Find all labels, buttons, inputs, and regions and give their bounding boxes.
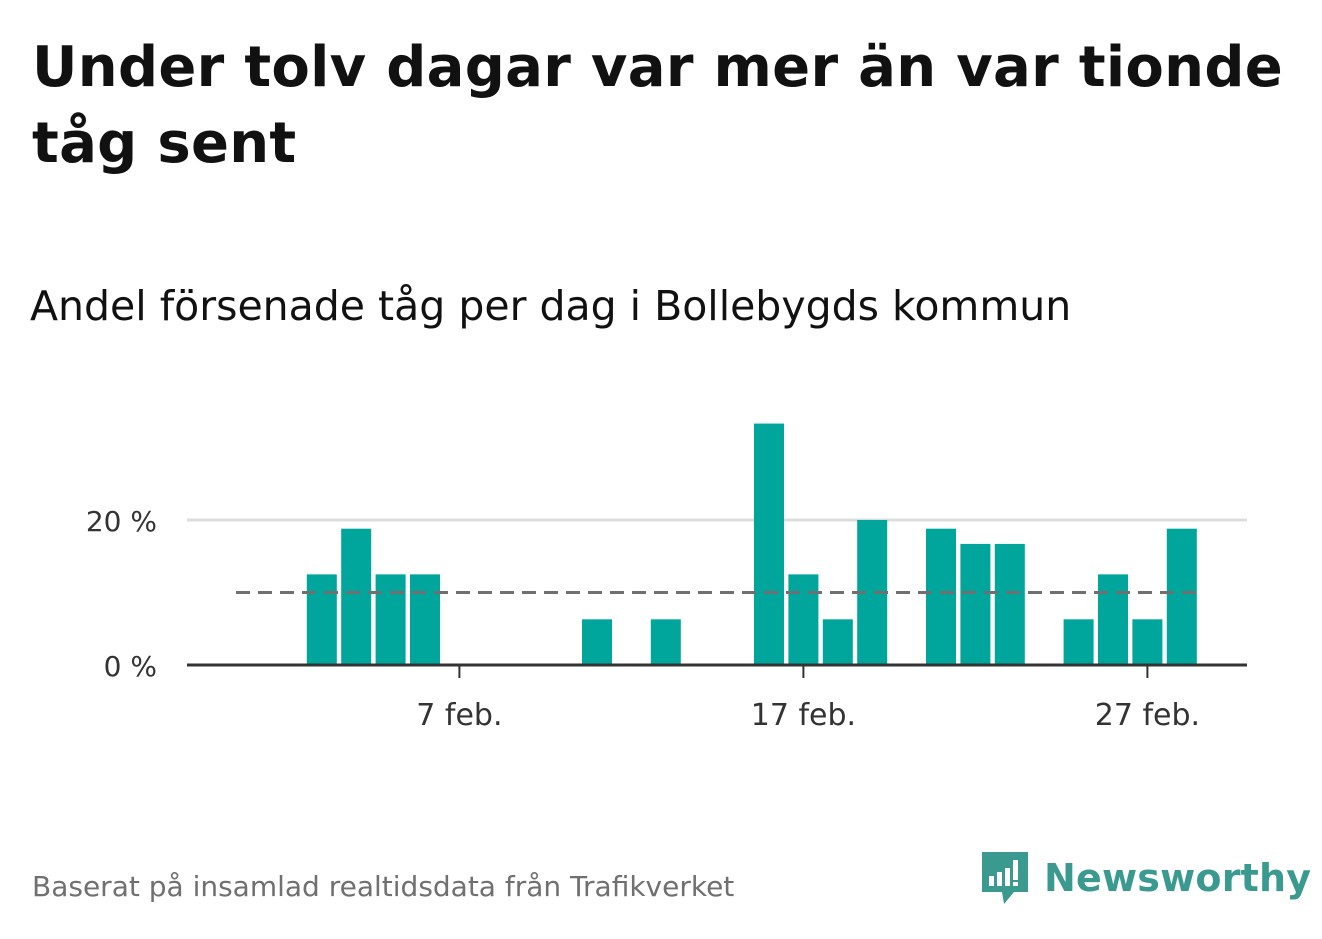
bar [306,574,337,665]
bar [788,574,819,665]
y-tick-label: 0 % [104,650,157,683]
bar [1166,528,1197,665]
axis-layer: 0 % 20 % 7 feb. 17 feb. 27 feb. [86,505,1247,733]
bar [410,574,440,665]
bar [650,619,681,665]
bar [926,528,956,665]
bar [582,619,612,665]
bar-chart: 0 % 20 % 7 feb. 17 feb. 27 feb. [86,423,1247,733]
bar [1063,619,1094,665]
brand[interactable]: Newsworthy [980,848,1311,908]
bar [341,528,372,665]
chart-title: Under tolv dagar var mer än var tionde t… [32,35,1284,176]
bar [994,543,1025,665]
chart-subtitle: Andel försenade tåg per dag i Bollebygds… [30,282,1072,330]
brand-name: Newsworthy [1044,856,1312,900]
y-tick-label: 20 % [86,505,157,538]
source-note: Baserat på insamlad realtidsdata från Tr… [32,870,735,903]
newsworthy-logo-icon [982,852,1028,904]
x-tick-label: 17 feb. [751,698,856,733]
bar [1098,574,1128,665]
x-tick-label: 7 feb. [416,698,502,733]
bar [822,619,853,665]
x-tick-label: 27 feb. [1095,698,1200,733]
bar [754,423,784,665]
bar-layer [306,423,1197,665]
bar [1132,619,1163,665]
bar [375,574,406,665]
bar [960,543,991,665]
